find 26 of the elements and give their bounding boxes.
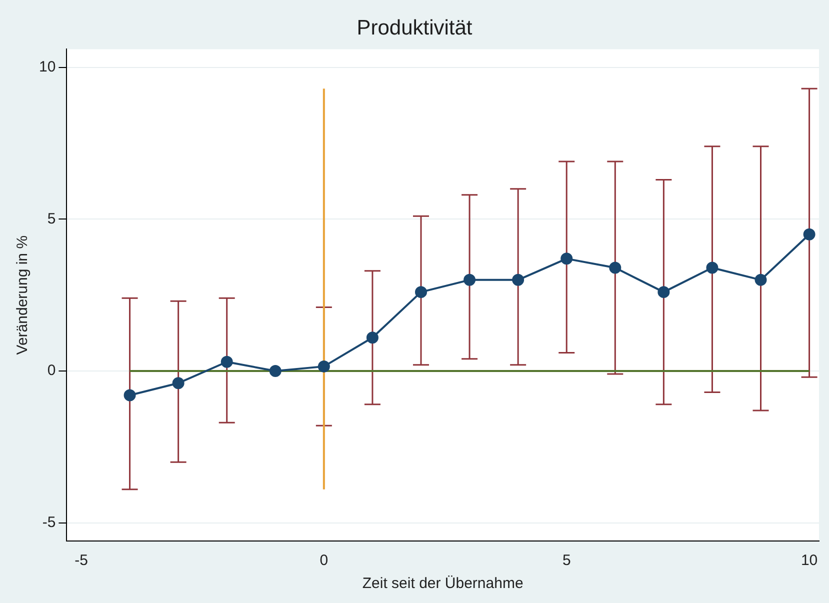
point bbox=[124, 389, 136, 402]
point bbox=[220, 356, 233, 368]
x-tick-label: 10 bbox=[800, 552, 818, 570]
y-tick-label: -5 bbox=[42, 514, 56, 531]
point bbox=[366, 332, 378, 344]
x-tick-label: -5 bbox=[74, 552, 88, 570]
y-tick-label: 0 bbox=[47, 362, 56, 380]
point bbox=[172, 377, 184, 390]
point bbox=[658, 286, 670, 298]
point bbox=[512, 274, 524, 286]
x-tick-label: 0 bbox=[320, 552, 328, 570]
point bbox=[609, 262, 622, 274]
point bbox=[560, 252, 573, 265]
point bbox=[706, 262, 718, 274]
y-tick-label: 10 bbox=[38, 58, 56, 76]
y-axis-title: Veränderung in % bbox=[14, 235, 32, 355]
point bbox=[318, 360, 330, 372]
point bbox=[803, 228, 816, 240]
point bbox=[464, 274, 476, 286]
point bbox=[269, 364, 282, 377]
point bbox=[754, 274, 767, 286]
chart-title: Produktivität bbox=[356, 16, 472, 40]
x-tick-label: 5 bbox=[562, 552, 571, 570]
point bbox=[415, 286, 427, 298]
y-tick-label: 5 bbox=[47, 210, 56, 228]
x-axis-title: Zeit seit der Übernahme bbox=[362, 575, 524, 592]
